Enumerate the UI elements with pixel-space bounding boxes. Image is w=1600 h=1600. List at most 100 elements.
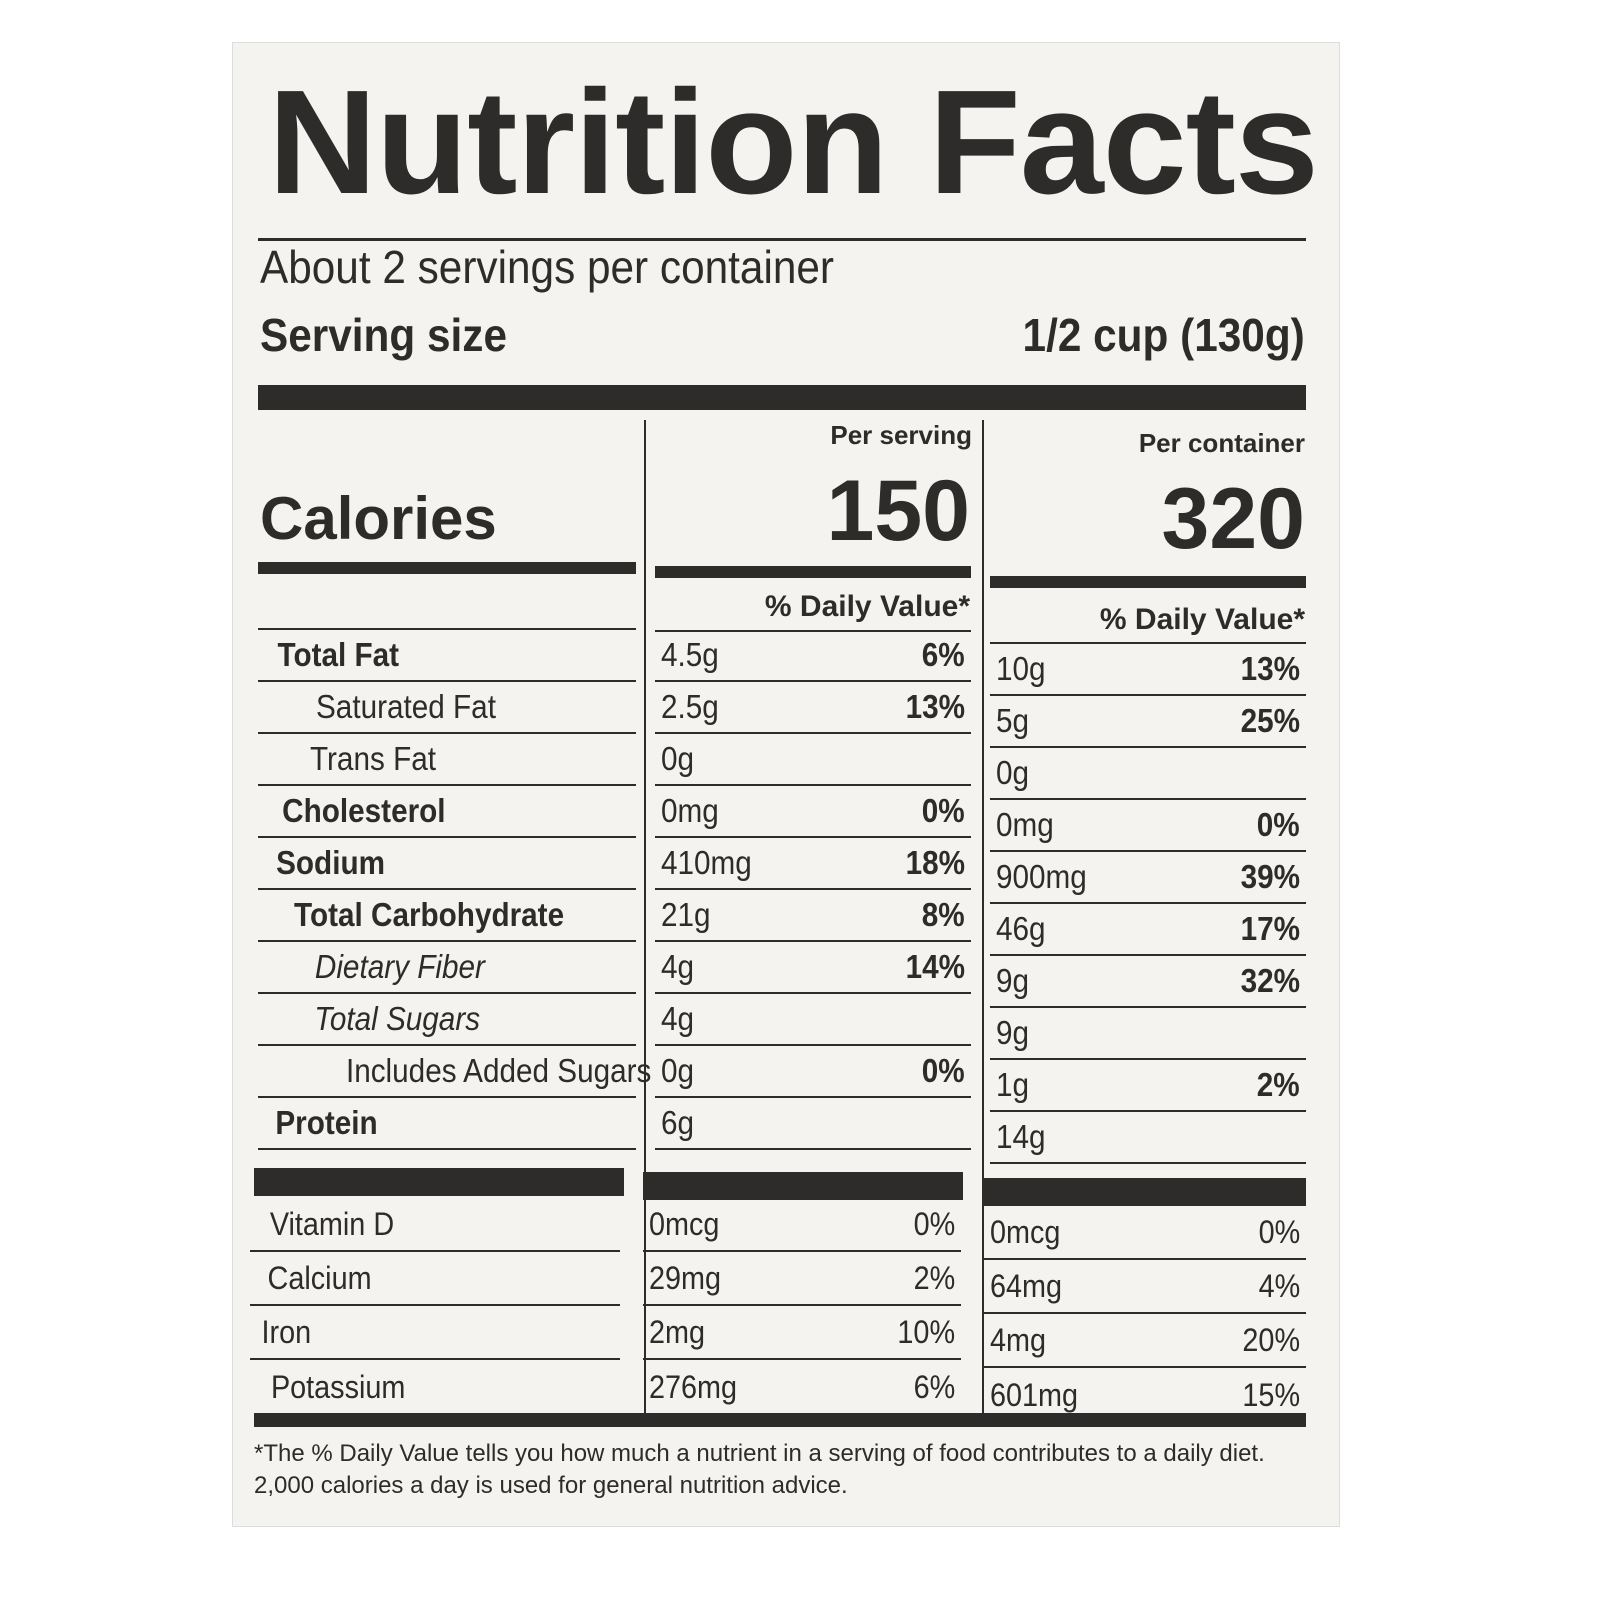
nutrient-amount: 4g bbox=[661, 1000, 695, 1037]
servings-per-container: About 2 servings per container bbox=[260, 241, 835, 293]
footnote-line-2: 2,000 calories a day is used for general… bbox=[254, 1472, 848, 1499]
nutrient-daily-value: 14% bbox=[905, 948, 965, 985]
nutrient-daily-value: 0% bbox=[1257, 806, 1300, 843]
nutrient-name-row: Cholesterol bbox=[258, 786, 636, 838]
thick-divider bbox=[254, 1168, 624, 1196]
vitamin-serving-row: 2mg 10% bbox=[643, 1306, 961, 1360]
vitamin-name: Calcium bbox=[267, 1259, 372, 1296]
nutrient-amount: 9g bbox=[996, 962, 1030, 999]
serving-size-label: Serving size bbox=[260, 309, 507, 361]
nutrient-amount: 0mg bbox=[661, 792, 719, 829]
vitamin-container-column: 0mcg 0% 64mg 4% 4mg 20% 601mg 15% bbox=[984, 1206, 1306, 1422]
nutrient-amount: 410mg bbox=[661, 844, 752, 881]
nutrient-name: Total Sugars bbox=[314, 1000, 481, 1037]
divider bbox=[258, 562, 636, 574]
nutrient-container-row: 1g 2% bbox=[990, 1060, 1306, 1112]
nutrient-daily-value: 18% bbox=[905, 844, 965, 881]
nutrient-daily-value: 39% bbox=[1240, 858, 1300, 895]
divider bbox=[258, 628, 636, 630]
nutrient-name: Total Fat bbox=[277, 636, 400, 673]
nutrient-container-row: 0mg 0% bbox=[990, 800, 1306, 852]
nutrient-serving-row: 4g bbox=[655, 994, 971, 1046]
divider bbox=[655, 566, 971, 578]
column-divider bbox=[644, 420, 646, 1415]
nutrient-amount: 0g bbox=[661, 1052, 695, 1089]
daily-value-header: % Daily Value* bbox=[1099, 603, 1305, 636]
daily-value-header: % Daily Value* bbox=[764, 590, 970, 623]
calories-per-serving: 150 bbox=[826, 463, 971, 559]
vitamin-container-row: 64mg 4% bbox=[984, 1260, 1306, 1314]
vitamin-name-row: Potassium bbox=[250, 1360, 620, 1414]
vitamin-name: Vitamin D bbox=[269, 1205, 395, 1242]
nutrient-amount: 900mg bbox=[996, 858, 1087, 895]
nutrient-name-row: Protein bbox=[258, 1098, 636, 1150]
nutrient-serving-row: 410mg 18% bbox=[655, 838, 971, 890]
vitamin-serving-row: 29mg 2% bbox=[643, 1252, 961, 1306]
nutrient-amount: 2.5g bbox=[661, 688, 719, 725]
footnote-line-1: *The % Daily Value tells you how much a … bbox=[254, 1440, 1265, 1467]
nutrient-daily-value: 17% bbox=[1240, 910, 1300, 947]
nutrient-serving-row: 21g 8% bbox=[655, 890, 971, 942]
serving-size-value: 1/2 cup (130g) bbox=[1022, 309, 1305, 361]
nutrient-name-row: Total Carbohydrate bbox=[258, 890, 636, 942]
vitamin-daily-value: 0% bbox=[913, 1205, 955, 1242]
nutrient-amount: 0g bbox=[996, 754, 1030, 791]
nutrient-serving-row: 0g bbox=[655, 734, 971, 786]
divider bbox=[258, 238, 1306, 241]
vitamin-container-row: 4mg 20% bbox=[984, 1314, 1306, 1368]
nutrient-serving-row: 0mg 0% bbox=[655, 786, 971, 838]
vitamin-serving-row: 276mg 6% bbox=[643, 1360, 961, 1414]
calories-label: Calories bbox=[260, 485, 497, 552]
nutrient-amount: 0g bbox=[661, 740, 695, 777]
nutrient-container-row: 14g bbox=[990, 1112, 1306, 1164]
per-serving-header: Per serving bbox=[830, 420, 972, 450]
vitamin-daily-value: 15% bbox=[1242, 1376, 1300, 1413]
nutrient-container-row: 0g bbox=[990, 748, 1306, 800]
label-title: Nutrition Facts bbox=[268, 60, 1319, 225]
nutrient-serving-row: 6g bbox=[655, 1098, 971, 1150]
thick-divider bbox=[258, 385, 1306, 410]
vitamin-serving-row: 0mcg 0% bbox=[643, 1198, 961, 1252]
nutrient-name-row: Saturated Fat bbox=[258, 682, 636, 734]
thick-divider bbox=[643, 1172, 963, 1200]
nutrient-serving-row: 0g 0% bbox=[655, 1046, 971, 1098]
nutrient-amount: 10g bbox=[996, 650, 1046, 687]
vitamin-name-row: Calcium bbox=[250, 1252, 620, 1306]
nutrient-amount: 9g bbox=[996, 1014, 1030, 1051]
nutrient-amount: 1g bbox=[996, 1066, 1030, 1103]
vitamin-daily-value: 20% bbox=[1242, 1321, 1300, 1358]
nutrient-daily-value: 2% bbox=[1257, 1066, 1300, 1103]
nutrient-name-row: Includes Added Sugars bbox=[258, 1046, 651, 1098]
nutrient-name: Trans Fat bbox=[309, 740, 436, 777]
nutrient-amount: 4g bbox=[661, 948, 695, 985]
nutrient-name-row: Total Fat bbox=[258, 630, 636, 682]
thick-divider bbox=[984, 1178, 1306, 1206]
nutrient-name-row: Total Sugars bbox=[258, 994, 636, 1046]
nutrient-serving-row: 2.5g 13% bbox=[655, 682, 971, 734]
nutrient-name-row: Dietary Fiber bbox=[258, 942, 636, 994]
per-serving-column: 4.5g 6% 2.5g 13% 0g 0mg 0% 410mg 18% 21g 8% 4g 14% 4g… bbox=[655, 630, 971, 1150]
vitamin-serving-column: 0mcg 0% 29mg 2% 2mg 10% 276mg 6% bbox=[643, 1198, 961, 1414]
nutrient-container-row: 5g 25% bbox=[990, 696, 1306, 748]
nutrient-name-row: Trans Fat bbox=[258, 734, 636, 786]
nutrient-name-row: Sodium bbox=[258, 838, 636, 890]
vitamin-name: Potassium bbox=[270, 1368, 406, 1405]
nutrient-amount: 14g bbox=[996, 1118, 1046, 1155]
column-divider bbox=[982, 420, 984, 1415]
vitamin-name-row: Vitamin D bbox=[250, 1198, 620, 1252]
nutrient-serving-row: 4g 14% bbox=[655, 942, 971, 994]
nutrient-daily-value: 25% bbox=[1240, 702, 1300, 739]
nutrient-name: Protein bbox=[275, 1104, 378, 1141]
vitamin-name-row: Iron bbox=[250, 1306, 620, 1360]
nutrient-name: Total Carbohydrate bbox=[294, 896, 565, 933]
nutrient-name: Cholesterol bbox=[282, 792, 446, 829]
thick-divider bbox=[254, 1413, 1306, 1427]
nutrient-daily-value: 32% bbox=[1240, 962, 1300, 999]
vitamin-container-row: 601mg 15% bbox=[984, 1368, 1306, 1422]
nutrient-name: Includes Added Sugars bbox=[345, 1052, 652, 1089]
per-container-header: Per container bbox=[1138, 428, 1305, 458]
nutrient-container-row: 9g 32% bbox=[990, 956, 1306, 1008]
vitamin-amount: 0mcg bbox=[990, 1213, 1061, 1250]
nutrient-name: Saturated Fat bbox=[315, 688, 496, 725]
vitamin-daily-value: 0% bbox=[1258, 1213, 1300, 1250]
